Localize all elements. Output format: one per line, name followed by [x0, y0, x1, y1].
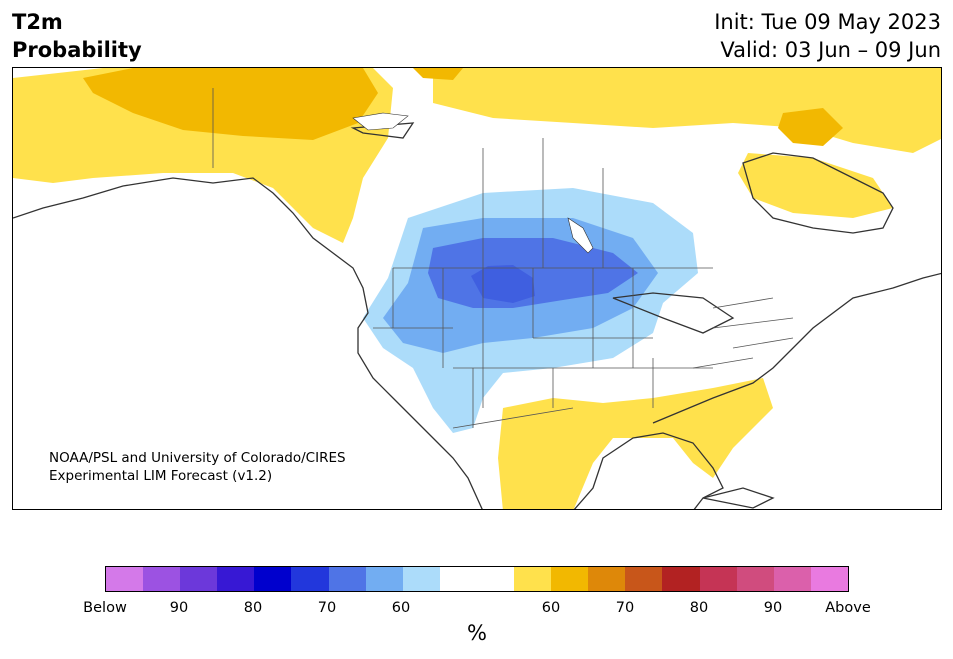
coastlines [13, 122, 941, 509]
great-slave-lake [352, 112, 409, 131]
colorbar-segment [810, 567, 848, 591]
colorbar-tick: 90 [763, 600, 783, 616]
forecast-dates: Init: Tue 09 May 2023 Valid: 03 Jun – 09… [714, 8, 941, 64]
title-variable: T2m [12, 10, 63, 34]
lake-winnipeg [567, 217, 594, 254]
valid-dates: Valid: 03 Jun – 09 Jun [720, 38, 941, 62]
above-region-north-canada [433, 68, 941, 153]
colorbar-segment [439, 567, 477, 591]
forecast-map [12, 67, 942, 510]
below-region-strongest [471, 265, 535, 303]
colorbar-tick: 80 [243, 600, 263, 616]
colorbar-tick: 70 [317, 600, 337, 616]
colorbar-segment [662, 567, 700, 591]
political-borders [212, 88, 794, 429]
forecast-credit: NOAA/PSL and University of Colorado/CIRE… [49, 449, 346, 485]
colorbar-segment [551, 567, 589, 591]
colorbar-segment [291, 567, 329, 591]
colorbar-segment [106, 567, 144, 591]
map-svg [13, 68, 941, 509]
title-metric: Probability [12, 38, 142, 62]
init-date: Init: Tue 09 May 2023 [714, 10, 941, 34]
above-region-north-canada-core [413, 68, 843, 146]
colorbar-segment [736, 567, 774, 591]
colorbar-segment [588, 567, 626, 591]
colorbar-tick: 60 [541, 600, 561, 616]
colorbar-segment [514, 567, 552, 591]
map-title: T2m Probability [12, 8, 142, 64]
colorbar-segment [773, 567, 811, 591]
colorbar-unit: % [467, 621, 487, 645]
colorbar-segment [143, 567, 181, 591]
colorbar-segment [180, 567, 218, 591]
colorbar-segment [476, 567, 515, 591]
colorbar-tick: 60 [391, 600, 411, 616]
colorbar-tick: 80 [689, 600, 709, 616]
credit-line-2: Experimental LIM Forecast (v1.2) [49, 468, 273, 484]
above-region-southeast [498, 378, 773, 509]
colorbar-tick: Above [825, 600, 871, 616]
colorbar-segment [699, 567, 737, 591]
colorbar-segment [625, 567, 663, 591]
above-region-alaska-core [83, 68, 378, 140]
colorbar-tick: Below [83, 600, 127, 616]
probability-colorbar [105, 566, 849, 592]
colorbar-segment [254, 567, 292, 591]
credit-line-1: NOAA/PSL and University of Colorado/CIRE… [49, 450, 346, 466]
colorbar-segment [217, 567, 255, 591]
colorbar-segment [328, 567, 366, 591]
colorbar-tick: 90 [169, 600, 189, 616]
above-region-hudson [738, 153, 893, 218]
colorbar-tick: 70 [615, 600, 635, 616]
colorbar-segment [365, 567, 403, 591]
colorbar-segment [402, 567, 440, 591]
